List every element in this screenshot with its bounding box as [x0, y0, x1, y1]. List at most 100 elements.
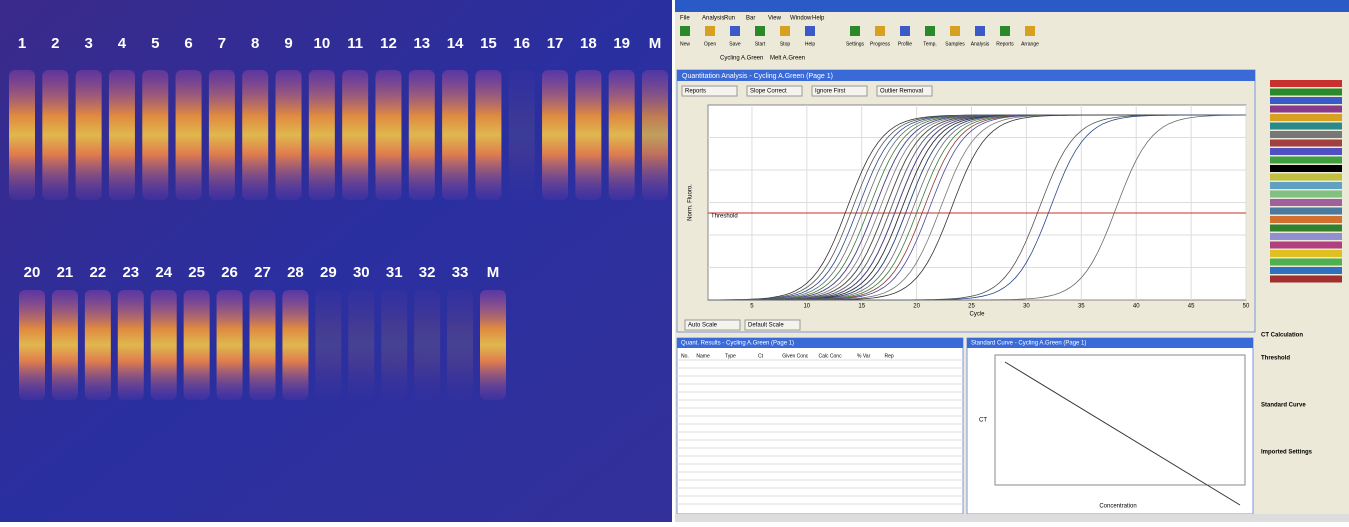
lane-smear	[375, 70, 401, 200]
color-swatch	[1270, 208, 1342, 215]
lane-label: 9	[284, 35, 292, 52]
toolbar-icon	[705, 26, 715, 36]
lane-smear	[42, 70, 68, 200]
lane-smear	[9, 70, 35, 200]
button-label: Ignore First	[815, 89, 846, 95]
toolbar-label: Analysis	[971, 41, 990, 47]
toolbar-label: Stop	[780, 41, 791, 47]
toolbar-label: Profile	[898, 41, 912, 47]
side-heading: CT Calculation	[1261, 333, 1303, 339]
menu-item: File	[680, 16, 690, 22]
side-heading: Standard Curve	[1261, 403, 1306, 409]
lane-smear	[85, 290, 111, 400]
toolbar-icon	[780, 26, 790, 36]
std-x-label: Concentration	[1099, 504, 1136, 510]
lane-label: 25	[188, 264, 205, 281]
std-y-label: CT	[979, 418, 987, 424]
lane-smear	[52, 290, 78, 400]
tab: Cycling A.Green	[720, 56, 763, 62]
table-header: Ct	[758, 353, 764, 359]
x-tick-label: 30	[1023, 304, 1030, 310]
lane-label: 2	[51, 35, 59, 52]
lane-smear	[276, 70, 302, 200]
lane-smear	[447, 290, 473, 400]
lane-label: 22	[90, 264, 107, 281]
lane-smear	[176, 70, 202, 200]
toolbar-label: Settings	[846, 41, 865, 47]
lane-label: 28	[287, 264, 304, 281]
menu-item: Analysis	[702, 16, 724, 22]
toolbar-icon	[1025, 26, 1035, 36]
color-swatch	[1270, 225, 1342, 232]
color-swatch	[1270, 140, 1342, 147]
color-swatch	[1270, 114, 1342, 121]
toolbar-icon	[925, 26, 935, 36]
color-swatch	[1270, 157, 1342, 164]
lane-smear	[209, 70, 235, 200]
lane-label: 33	[452, 264, 469, 281]
title-bar	[675, 0, 1349, 12]
toolbar-label: Start	[755, 41, 766, 47]
table-title: Quant. Results - Cycling A.Green (Page 1…	[681, 341, 794, 347]
lane-smear	[250, 290, 276, 400]
lane-label: M	[649, 35, 662, 52]
lane-smear	[217, 290, 243, 400]
lane-smear	[442, 70, 468, 200]
lane-label: 13	[413, 35, 430, 52]
color-swatch	[1270, 123, 1342, 130]
toolbar-label: Help	[805, 41, 816, 47]
color-swatch	[1270, 199, 1342, 206]
lane-label: 12	[380, 35, 397, 52]
figure: 12345678910111213141516171819M2021222324…	[0, 0, 1349, 522]
x-tick-label: 45	[1188, 304, 1195, 310]
lane-label: 15	[480, 35, 497, 52]
toolbar-label: Samples	[945, 41, 965, 47]
lane-label: 3	[84, 35, 92, 52]
lane-label: 16	[513, 35, 530, 52]
lane-smear	[348, 290, 374, 400]
menu-item: View	[768, 16, 782, 22]
button-label: Default Scale	[748, 323, 784, 329]
lane-smear	[76, 70, 102, 200]
lane-smear	[609, 70, 635, 200]
lane-label: 17	[547, 35, 564, 52]
lane-smear	[118, 290, 144, 400]
color-swatch	[1270, 148, 1342, 155]
color-swatch	[1270, 259, 1342, 266]
x-tick-label: 50	[1243, 304, 1250, 310]
menu-item: Window	[790, 16, 812, 22]
toolbar-icon	[975, 26, 985, 36]
table-header: Calc Conc	[819, 353, 843, 359]
color-swatch	[1270, 131, 1342, 138]
lane-smear	[242, 70, 268, 200]
quant-title: Quantitation Analysis - Cycling A.Green …	[682, 73, 833, 80]
toolbar-label: Reports	[996, 41, 1014, 47]
button-label: Outlier Removal	[880, 89, 923, 95]
color-swatch	[1270, 276, 1342, 283]
std-title: Standard Curve - Cycling A.Green (Page 1…	[971, 341, 1086, 347]
lane-label: 18	[580, 35, 597, 52]
color-swatch	[1270, 250, 1342, 257]
toolbar-icon	[680, 26, 690, 36]
color-swatch	[1270, 89, 1342, 96]
lane-smear	[480, 290, 506, 400]
x-axis-label: Cycle	[969, 312, 985, 318]
x-tick-label: 20	[913, 304, 920, 310]
lane-label: 21	[57, 264, 74, 281]
toolbar-label: Arrange	[1021, 41, 1039, 47]
color-swatch	[1270, 106, 1342, 113]
color-swatch	[1270, 182, 1342, 189]
lane-smear	[509, 70, 535, 200]
color-swatch	[1270, 97, 1342, 104]
lane-label: 20	[24, 264, 41, 281]
toolbar-icon	[900, 26, 910, 36]
table-header: No.	[681, 353, 689, 359]
color-swatch	[1270, 242, 1342, 249]
lane-smear	[342, 70, 368, 200]
button-label: Auto Scale	[688, 323, 718, 329]
lane-label: 31	[386, 264, 403, 281]
status-bar	[675, 514, 1349, 522]
toolbar-icon	[1000, 26, 1010, 36]
toolbar-label: Temp.	[923, 41, 937, 47]
